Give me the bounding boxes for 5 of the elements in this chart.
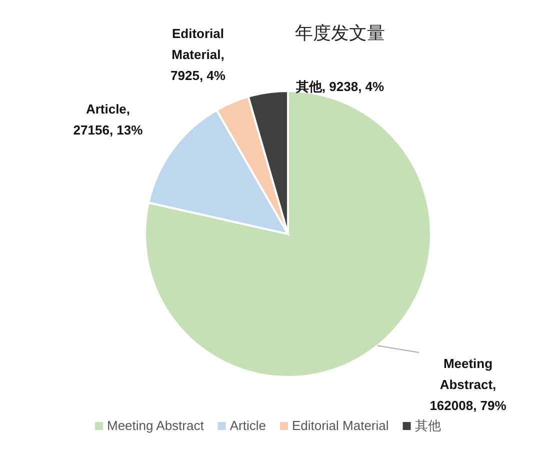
legend-label: Meeting Abstract (107, 418, 204, 433)
legend-label: Editorial Material (292, 418, 389, 433)
legend-label: Article (230, 418, 266, 433)
title: 年度发文量 (295, 23, 385, 43)
legend-label: 其他 (414, 418, 441, 433)
